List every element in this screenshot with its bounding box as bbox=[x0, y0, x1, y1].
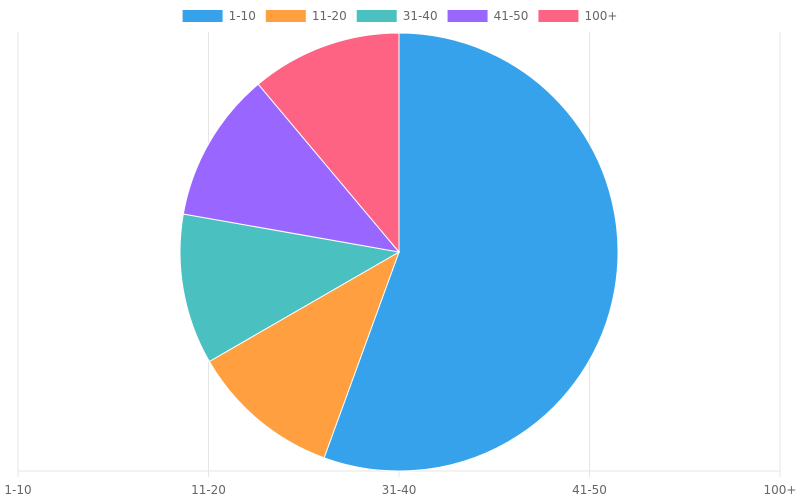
legend-label: 1-10 bbox=[229, 9, 256, 23]
pie-slices bbox=[179, 32, 619, 472]
x-tick-label: 100+ bbox=[764, 483, 797, 497]
pie-slice-1-10[interactable] bbox=[323, 32, 619, 472]
legend-label: 41-50 bbox=[494, 9, 529, 23]
legend-label: 31-40 bbox=[403, 9, 438, 23]
x-tick-label: 11-20 bbox=[191, 483, 226, 497]
x-tick-label: 41-50 bbox=[572, 483, 607, 497]
pie-slice-100[interactable] bbox=[257, 32, 400, 254]
x-tick-label: 31-40 bbox=[382, 483, 417, 497]
legend-swatch bbox=[265, 10, 306, 22]
pie-slice-11-20[interactable] bbox=[208, 250, 400, 459]
legend-label: 11-20 bbox=[312, 9, 347, 23]
x-axis-ticks: 1-10 11-20 31-40 41-50 100+ bbox=[4, 483, 796, 497]
legend-swatch bbox=[182, 10, 223, 22]
legend-swatch bbox=[356, 10, 397, 22]
legend-swatch bbox=[447, 10, 488, 22]
legend-item-41-50[interactable]: 41-50 bbox=[447, 9, 529, 23]
legend-item-1-10[interactable]: 1-10 bbox=[182, 9, 256, 23]
legend-item-100[interactable]: 100+ bbox=[538, 9, 617, 23]
pie-slice-31-40[interactable] bbox=[179, 213, 401, 363]
legend-label: 100+ bbox=[584, 9, 617, 23]
pie-slice-41-50[interactable] bbox=[182, 83, 401, 253]
legend-swatch bbox=[538, 10, 579, 22]
chart-legend[interactable]: 1-10 11-20 31-40 41-50 100+ bbox=[182, 9, 618, 23]
x-tick-label: 1-10 bbox=[4, 483, 31, 497]
legend-item-31-40[interactable]: 31-40 bbox=[356, 9, 438, 23]
legend-item-11-20[interactable]: 11-20 bbox=[265, 9, 347, 23]
